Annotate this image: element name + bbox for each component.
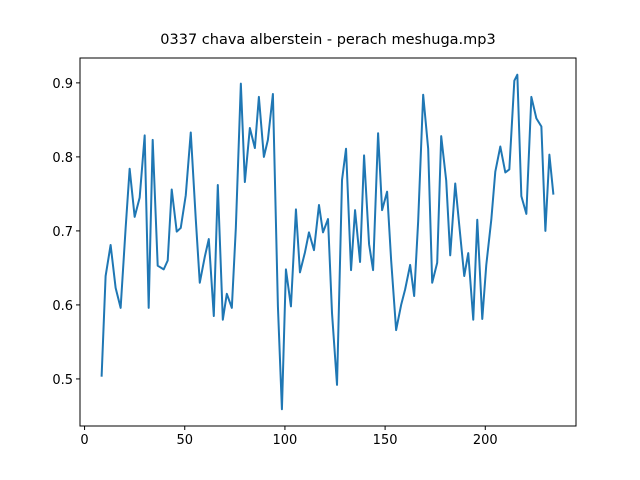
x-tick-label: 100 bbox=[273, 433, 298, 448]
x-tick-label: 150 bbox=[373, 433, 398, 448]
y-tick-label: 0.7 bbox=[52, 225, 73, 240]
line-series bbox=[100, 73, 555, 411]
y-tick-label: 0.6 bbox=[52, 299, 73, 314]
y-tick-label: 0.8 bbox=[52, 151, 73, 166]
x-tick-label: 200 bbox=[473, 433, 498, 448]
x-tick-label: 50 bbox=[176, 433, 193, 448]
x-tick-label: 0 bbox=[80, 433, 88, 448]
y-tick-label: 0.5 bbox=[52, 373, 73, 388]
y-tick-label: 0.9 bbox=[52, 77, 73, 92]
chart-title: 0337 chava alberstein - perach meshuga.m… bbox=[160, 32, 495, 48]
axes-frame bbox=[79, 57, 577, 427]
